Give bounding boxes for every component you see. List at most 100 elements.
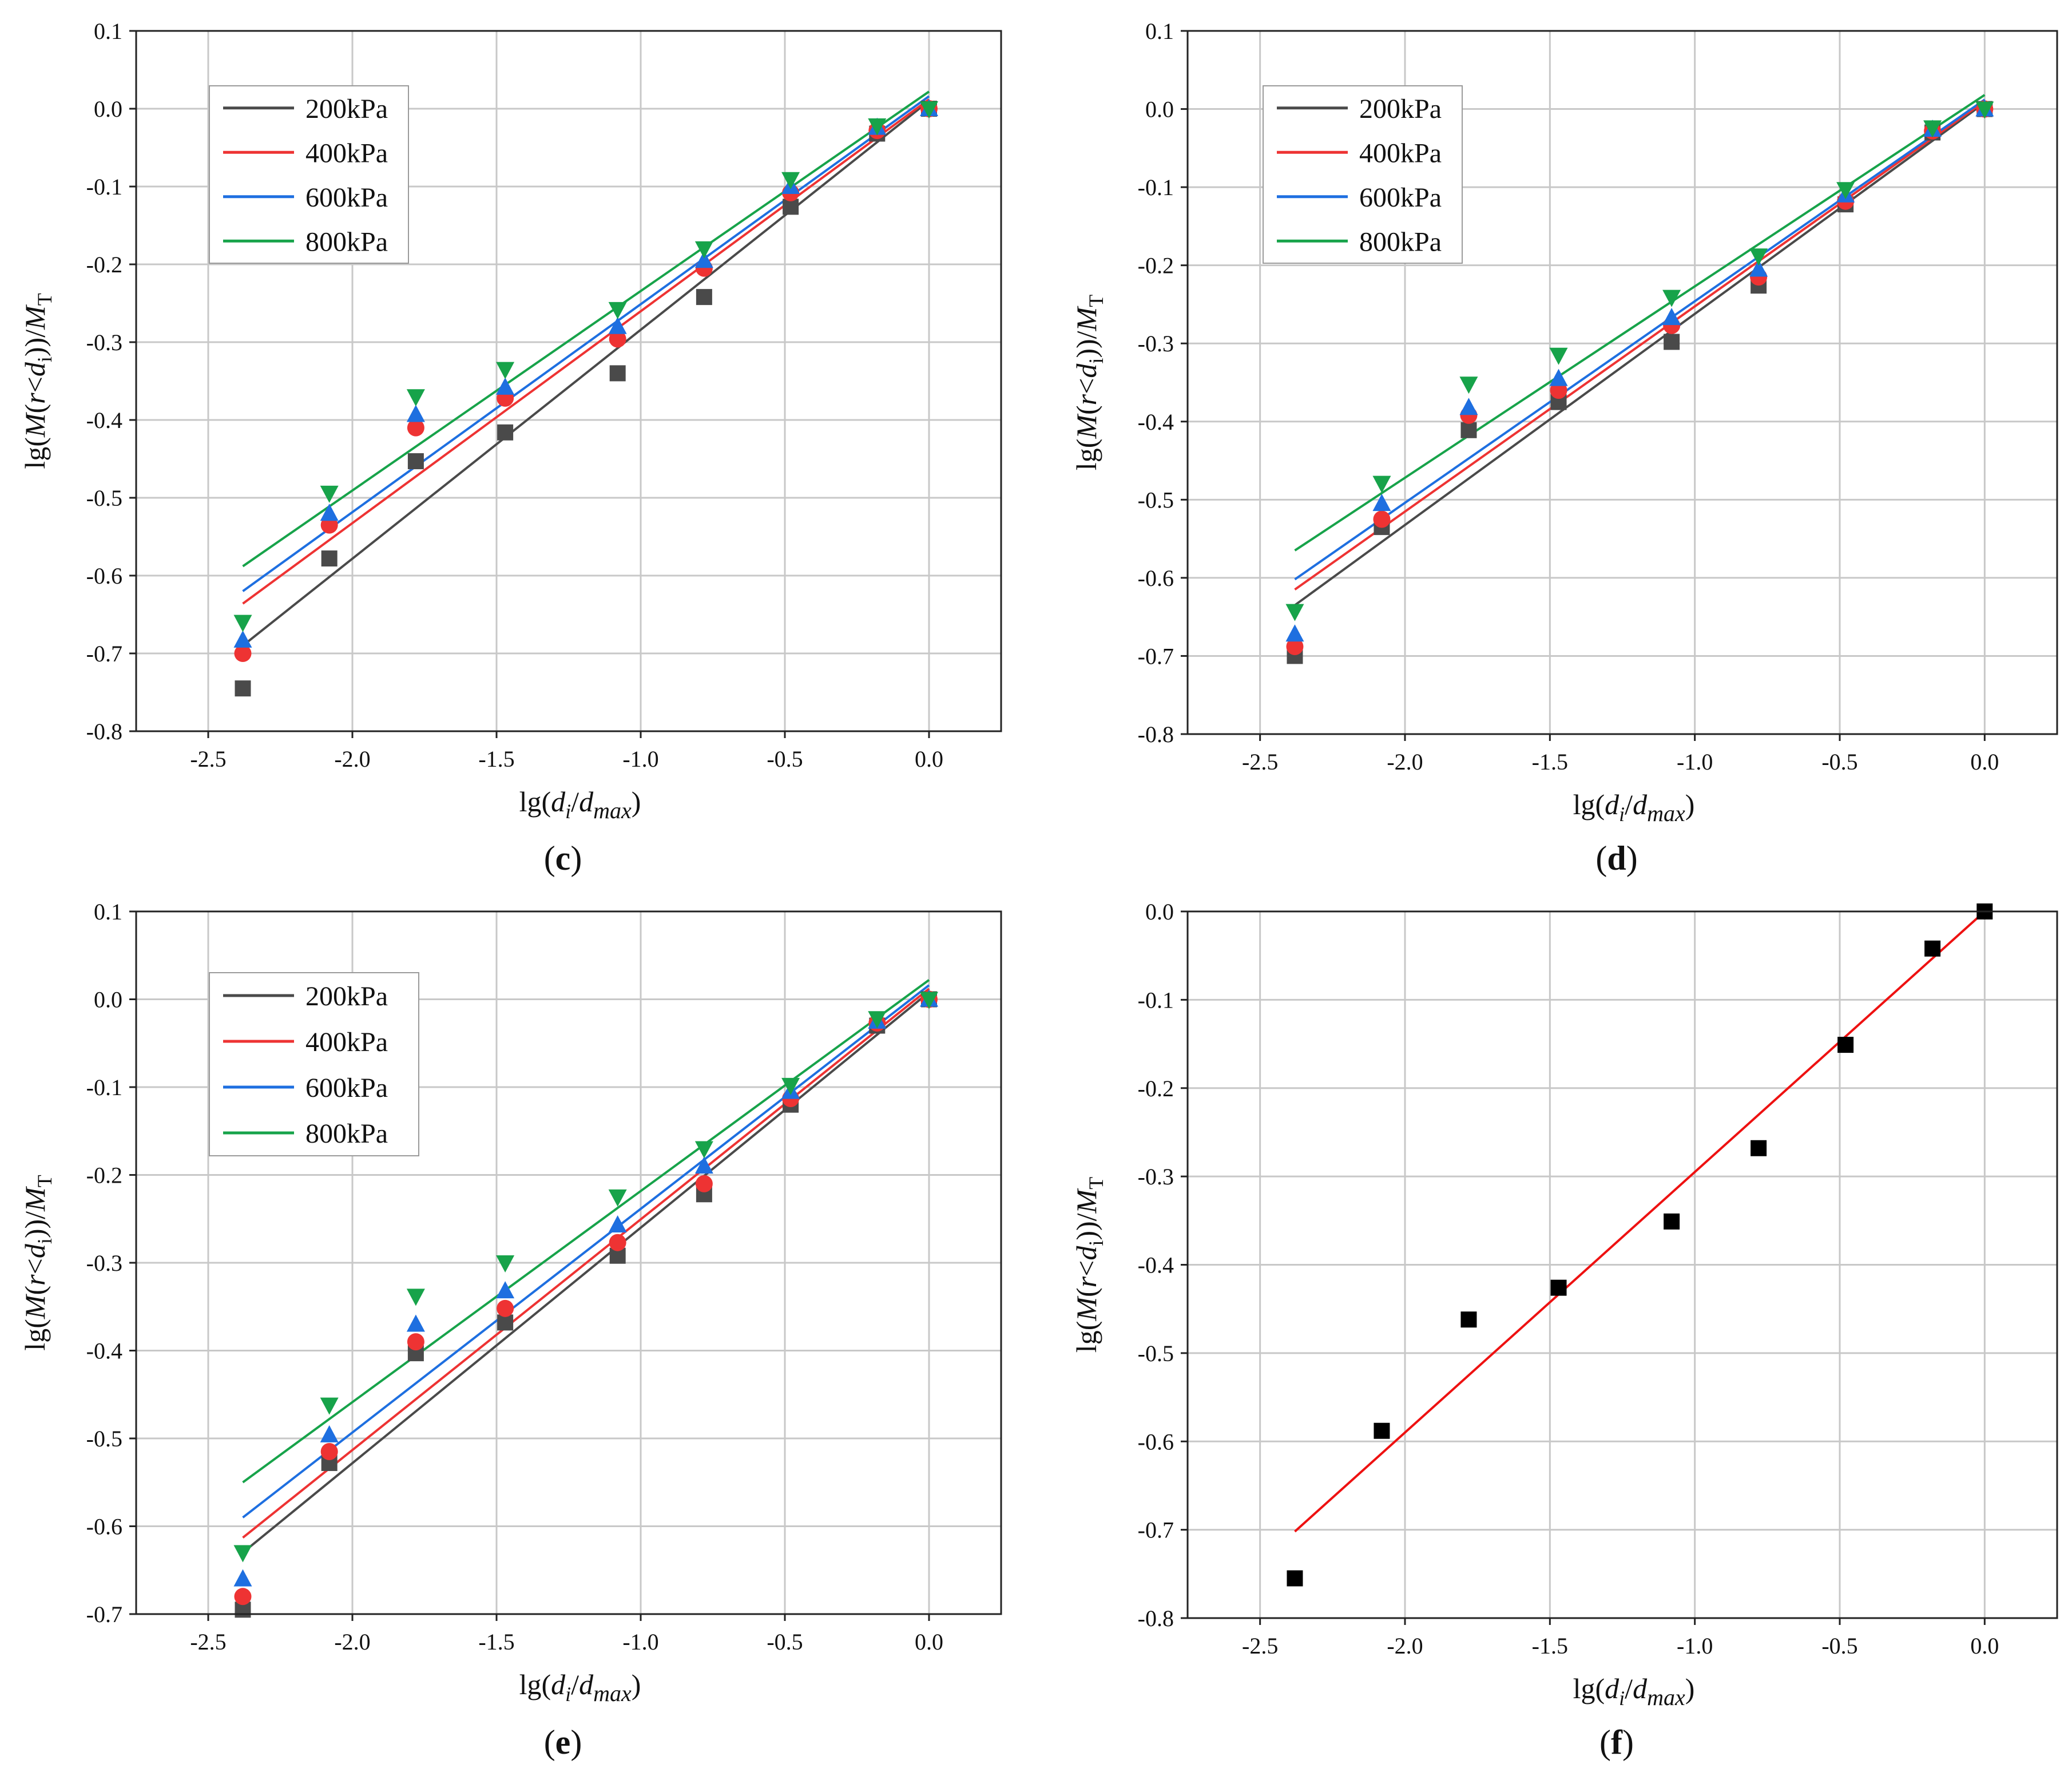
x-tick-label: -2.0 xyxy=(1387,749,1423,775)
data-point-400kPa xyxy=(407,1333,424,1351)
data-point-data xyxy=(1374,1422,1390,1439)
legend-label-200kPa: 200kPa xyxy=(305,981,388,1012)
data-point-600kPa xyxy=(1372,494,1391,512)
plot-frame xyxy=(135,30,1002,732)
y-tick-label: 0.0 xyxy=(1145,899,1174,925)
legend: 200kPa 400kPa 600kPa 800kPa xyxy=(209,85,409,264)
legend-label-400kPa: 400kPa xyxy=(1359,138,1442,168)
data-point-400kPa xyxy=(1286,638,1304,656)
data-point-800kPa xyxy=(406,389,425,407)
data-point-800kPa xyxy=(1923,120,1942,138)
legend-label-400kPa: 400kPa xyxy=(305,138,388,168)
x-tick-label: -2.5 xyxy=(1242,749,1278,775)
data-point-800kPa xyxy=(1662,290,1681,307)
y-tick-label: -0.5 xyxy=(86,1426,122,1452)
fit-line-400kPa xyxy=(1294,100,1986,591)
y-tick-label: 0.0 xyxy=(1145,97,1174,122)
legend-box xyxy=(209,85,409,264)
y-tick-label: 0.0 xyxy=(94,96,122,122)
data-point-data xyxy=(1460,1311,1477,1328)
y-tick-label: 0.1 xyxy=(94,899,122,925)
data-point-200kPa xyxy=(497,424,514,441)
fit-line-400kPa xyxy=(242,988,930,1539)
data-point-600kPa xyxy=(1662,308,1681,326)
y-tick-label: 0.1 xyxy=(94,18,122,44)
y-tick-label: -0.1 xyxy=(86,1075,122,1100)
y-tick-label: -0.3 xyxy=(1138,1164,1174,1190)
data-point-800kPa xyxy=(920,992,938,1009)
y-tick-label: -0.2 xyxy=(86,252,122,278)
x-tick-label: -2.5 xyxy=(190,1629,226,1655)
panel-label: (d) xyxy=(1595,839,1637,877)
data-point-200kPa xyxy=(696,289,712,306)
data-point-200kPa xyxy=(321,550,338,567)
data-point-400kPa xyxy=(234,1588,252,1605)
x-tick-label: 0.0 xyxy=(915,1629,943,1655)
fit-line-800kPa xyxy=(242,90,930,568)
x-axis-title: lg(di/dmax) xyxy=(1573,1672,1695,1710)
y-tick-label: -0.8 xyxy=(86,719,122,744)
data-point-800kPa xyxy=(868,1011,887,1029)
data-point-400kPa xyxy=(234,645,252,662)
data-point-400kPa xyxy=(1373,510,1391,528)
fit-line-200kPa xyxy=(1294,102,1986,606)
x-tick-label: -2.5 xyxy=(1242,1633,1278,1659)
data-point-800kPa xyxy=(233,1545,252,1563)
data-point-800kPa xyxy=(320,1397,339,1415)
x-tick-label: -2.0 xyxy=(334,746,370,772)
data-point-600kPa xyxy=(320,1425,339,1442)
chart-panel-d: -2.5 -2.0 -1.5 -1.0 -0.5 0.0 -0.8 -0.7 -0.6 -0.5 -… xyxy=(1070,18,2058,877)
data-point-800kPa xyxy=(1836,182,1855,200)
fit-line-200kPa xyxy=(242,991,930,1554)
y-axis-title: lg(M(r<di))/MT xyxy=(19,1175,56,1350)
data-point-600kPa xyxy=(608,1215,627,1232)
y-tick-label: -0.7 xyxy=(1138,1517,1174,1543)
data-point-200kPa xyxy=(1460,422,1477,438)
y-tick-label: -0.1 xyxy=(86,174,122,200)
x-tick-label: -1.0 xyxy=(1677,749,1713,775)
data-point-200kPa xyxy=(783,199,799,215)
data-point-600kPa xyxy=(233,1569,252,1587)
data-point-800kPa xyxy=(694,1141,713,1159)
legend-label-800kPa: 800kPa xyxy=(305,227,388,257)
y-tick-label: -0.6 xyxy=(86,563,122,589)
plot-frame xyxy=(1186,30,2058,735)
data-point-800kPa xyxy=(1459,376,1478,394)
data-point-800kPa xyxy=(868,118,887,136)
data-point-600kPa xyxy=(496,1281,515,1299)
data-point-data xyxy=(1837,1037,1854,1053)
data-point-800kPa xyxy=(406,1289,425,1306)
data-point-600kPa xyxy=(496,377,515,395)
legend-box xyxy=(209,972,419,1156)
data-point-800kPa xyxy=(694,241,713,259)
y-tick-label: -0.7 xyxy=(86,641,122,667)
legend-label-200kPa: 200kPa xyxy=(1359,94,1442,124)
y-tick-label: -0.4 xyxy=(1138,409,1174,435)
y-tick-label: 0.1 xyxy=(1145,18,1174,44)
fit-line-200kPa xyxy=(242,100,930,647)
y-axis-title: lg(M(r<di))/MT xyxy=(1070,295,1108,470)
legend-label-800kPa: 800kPa xyxy=(1359,227,1442,257)
fit-line-400kPa xyxy=(242,98,930,605)
data-point-400kPa xyxy=(695,1175,713,1192)
legend-label-200kPa: 200kPa xyxy=(305,94,388,124)
data-point-800kPa xyxy=(233,615,252,632)
x-tick-label: -1.5 xyxy=(1532,1633,1568,1659)
data-point-400kPa xyxy=(609,330,626,348)
y-tick-label: -0.5 xyxy=(1138,1341,1174,1366)
data-point-data xyxy=(1287,1570,1303,1587)
data-point-600kPa xyxy=(694,251,713,268)
x-tick-label: -2.0 xyxy=(334,1629,370,1655)
y-tick-label: -0.8 xyxy=(1138,722,1174,747)
x-tick-label: -0.5 xyxy=(767,746,803,772)
x-tick-label: -0.5 xyxy=(1821,749,1857,775)
data-point-600kPa xyxy=(1749,259,1768,277)
data-point-600kPa xyxy=(1285,624,1304,642)
x-tick-label: 0.0 xyxy=(1970,1633,1999,1659)
fit-line-600kPa xyxy=(242,95,930,592)
data-point-400kPa xyxy=(497,1299,514,1317)
legend-label-600kPa: 600kPa xyxy=(1359,183,1442,213)
y-tick-label: -0.6 xyxy=(1138,1429,1174,1454)
data-point-data xyxy=(1751,1140,1767,1156)
chart-panel-f: -2.5 -2.0 -1.5 -1.0 -0.5 0.0 -0.8 -0.7 -0.6 -0.5 -… xyxy=(1070,899,2058,1761)
